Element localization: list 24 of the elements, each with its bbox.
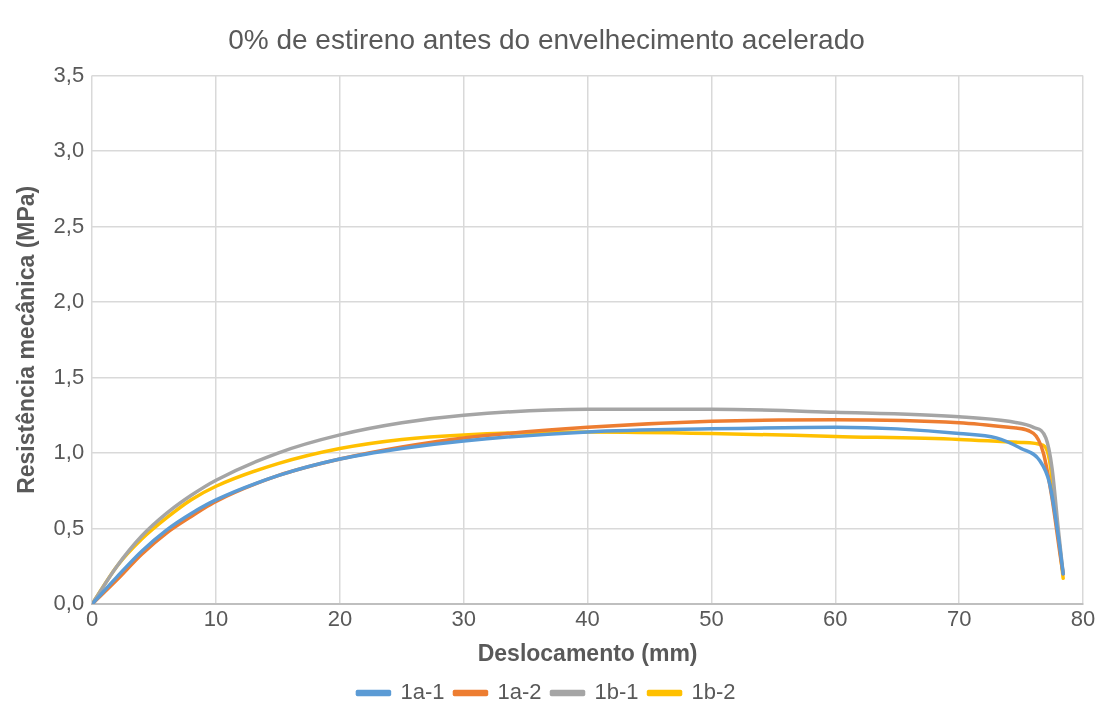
x-tick-label: 40: [575, 606, 600, 632]
y-tick-label: 1,5: [53, 363, 85, 389]
y-tick-label: 1,0: [53, 439, 85, 465]
legend-label: 1a-1: [400, 679, 445, 705]
y-tick-label: 0,5: [53, 514, 85, 540]
x-tick-label: 10: [203, 606, 229, 632]
y-tick-label: 2,0: [53, 288, 85, 314]
x-tick-label: 50: [699, 606, 724, 632]
y-tick-label: 2,5: [53, 212, 85, 238]
legend-label: 1a-2: [497, 679, 542, 705]
x-tick-label: 60: [823, 606, 848, 632]
legend-label: 1b-2: [691, 679, 736, 705]
y-tick-label: 3,5: [53, 61, 85, 87]
x-tick-label: 80: [1070, 606, 1096, 632]
x-tick-label: 70: [946, 606, 972, 632]
y-axis-title: Resistência mecânica (MPa): [13, 185, 40, 494]
legend-label: 1b-1: [594, 679, 639, 705]
y-tick-label: 3,0: [53, 137, 85, 163]
x-axis-title: Deslocamento (mm): [477, 639, 698, 666]
x-tick-label: 20: [327, 606, 353, 632]
chart-title: 0% de estireno antes do envelhecimento acelerado: [228, 23, 865, 55]
x-tick-label: 0: [86, 606, 99, 632]
x-tick-label: 30: [451, 606, 476, 632]
y-tick-label: 0,0: [53, 590, 85, 616]
